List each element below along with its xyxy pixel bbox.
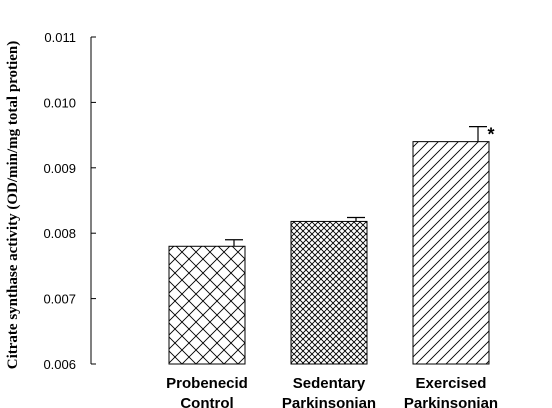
y-axis: 0.006 0.007 0.008 0.009 0.010 0.011 — [43, 30, 96, 372]
y-tick-label: 0.011 — [44, 30, 76, 45]
y-tick-label: 0.007 — [43, 292, 76, 307]
y-tick-label: 0.009 — [43, 161, 76, 176]
x-tick-label: Exercised — [416, 375, 487, 392]
y-axis-label: Citrate synthase activity (OD/min/mg tot… — [5, 41, 21, 369]
significance-marker: * — [487, 125, 494, 145]
x-tick-label: Probenecid — [166, 375, 248, 392]
y-tick-label: 0.008 — [43, 226, 76, 241]
x-tick-label: Parkinsonian — [404, 395, 498, 408]
x-tick-label: Control — [180, 395, 233, 408]
bars-group: * — [168, 125, 495, 365]
y-tick-label: 0.006 — [43, 357, 76, 372]
bar-1 — [168, 245, 246, 365]
bar-2 — [290, 220, 368, 365]
x-tick-label: Parkinsonian — [282, 395, 376, 408]
x-tick-label: Sedentary — [293, 375, 366, 392]
x-axis-labels: Probenecid Control Sedentary Parkinsonian Ex… — [166, 375, 498, 408]
y-tick-label: 0.010 — [43, 95, 76, 110]
bar-3 — [412, 141, 490, 365]
